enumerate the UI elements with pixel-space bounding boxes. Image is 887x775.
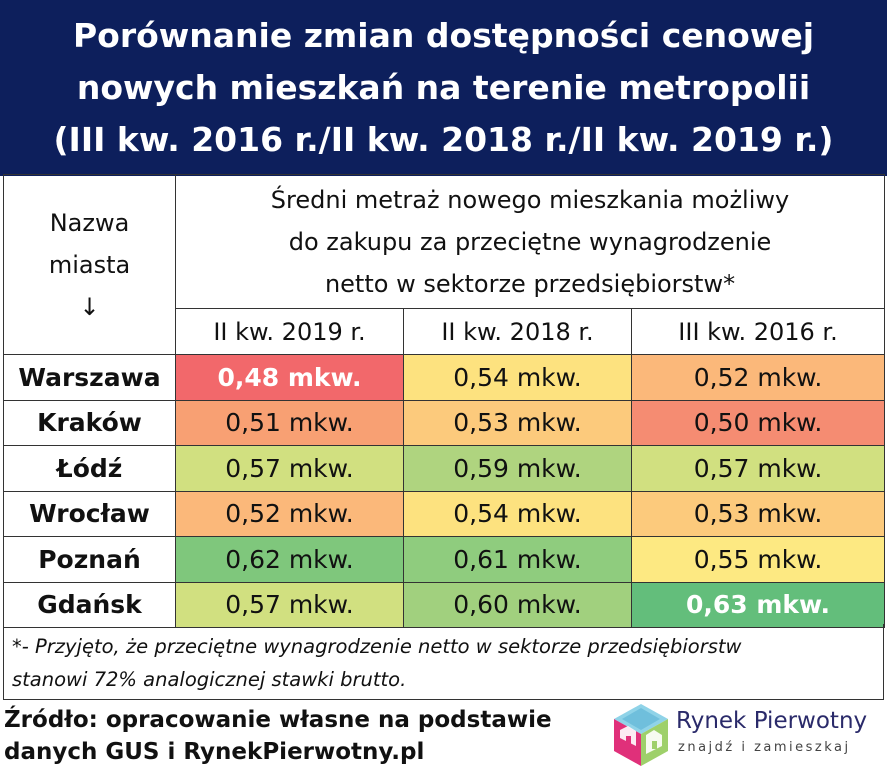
metric-header-line-3: netto w sektorze przedsiębiorstw* xyxy=(324,269,736,298)
metric-header-line-2: do zakupu za przeciętne wynagrodzenie xyxy=(288,227,772,256)
value-cell: 0,52 mkw. xyxy=(630,354,886,401)
value-cell: 0,48 mkw. xyxy=(175,354,404,401)
title-line-3: (III kw. 2016 r./II kw. 2018 r./II kw. 2… xyxy=(53,120,834,159)
value-cell: 0,61 mkw. xyxy=(403,536,632,583)
footnote: *- Przyjęto, że przeciętne wynagrodzenie… xyxy=(3,624,884,700)
title-line-2: nowych mieszkań na terenie metropolii xyxy=(76,68,811,107)
table-row: Kraków 0,51 mkw. 0,53 mkw. 0,50 mkw. xyxy=(3,399,886,446)
value-cell: 0,54 mkw. xyxy=(403,354,632,401)
value-cell: 0,50 mkw. xyxy=(630,399,886,446)
table-row: Gdańsk 0,57 mkw. 0,60 mkw. 0,63 mkw. xyxy=(3,581,886,628)
value-cell: 0,53 mkw. xyxy=(630,490,886,537)
column-header-q2-2019: II kw. 2019 r. xyxy=(175,308,404,355)
city-name: Poznań xyxy=(3,536,176,583)
value-cell: 0,59 mkw. xyxy=(403,445,632,492)
footnote-line-2: stanowi 72% analogicznej stawki brutto. xyxy=(12,668,407,691)
source-line-2: danych GUS i RynekPierwotny.pl xyxy=(4,739,425,765)
column-header-q3-2016: III kw. 2016 r. xyxy=(630,308,886,355)
value-cell: 0,54 mkw. xyxy=(403,490,632,537)
city-header-line-2: miasta xyxy=(48,250,131,279)
city-name: Kraków xyxy=(3,399,176,446)
down-arrow-icon: ↓ xyxy=(79,292,100,321)
table-row: Wrocław 0,52 mkw. 0,54 mkw. 0,53 mkw. xyxy=(3,490,886,537)
logo-tagline: znajdź i zamieszkaj xyxy=(678,740,851,755)
city-name: Łódź xyxy=(3,445,176,492)
value-cell: 0,63 mkw. xyxy=(630,581,886,628)
value-cell: 0,57 mkw. xyxy=(175,445,404,492)
value-cell: 0,53 mkw. xyxy=(403,399,632,446)
affordability-table: Nazwa miasta ↓ Średni metraż nowego mies… xyxy=(3,174,886,628)
footnote-line-1: *- Przyjęto, że przeciętne wynagrodzenie… xyxy=(12,635,742,658)
value-cell: 0,60 mkw. xyxy=(403,581,632,628)
city-header-line-1: Nazwa xyxy=(49,208,130,237)
value-cell: 0,51 mkw. xyxy=(175,399,404,446)
column-header-q2-2018: II kw. 2018 r. xyxy=(403,308,632,355)
value-cell: 0,55 mkw. xyxy=(630,536,886,583)
rynek-pierwotny-logo: Rynek Pierwotny znajdź i zamieszkaj xyxy=(612,700,882,772)
table-row: Warszawa 0,48 mkw. 0,54 mkw. 0,52 mkw. xyxy=(3,354,886,401)
title-line-1: Porównanie zmian dostępności cenowej xyxy=(72,16,815,55)
metric-header-line-1: Średni metraż nowego mieszkania możliwy xyxy=(270,185,790,214)
city-name: Gdańsk xyxy=(3,581,176,628)
value-cell: 0,57 mkw. xyxy=(630,445,886,492)
value-cell: 0,52 mkw. xyxy=(175,490,404,537)
title-banner: Porównanie zmian dostępności cenowej now… xyxy=(0,0,887,176)
metric-header: Średni metraż nowego mieszkania możliwy … xyxy=(174,174,886,309)
source-credit: Źródło: opracowanie własne na podstawie … xyxy=(4,704,604,768)
city-name: Wrocław xyxy=(3,490,176,537)
table-row: Poznań 0,62 mkw. 0,61 mkw. 0,55 mkw. xyxy=(3,536,886,583)
table-row: Łódź 0,57 mkw. 0,59 mkw. 0,57 mkw. xyxy=(3,445,886,492)
value-cell: 0,57 mkw. xyxy=(175,581,404,628)
logo-name: Rynek Pierwotny xyxy=(676,708,868,734)
city-name: Warszawa xyxy=(3,354,176,401)
value-cell: 0,62 mkw. xyxy=(175,536,404,583)
city-column-header: Nazwa miasta ↓ xyxy=(3,174,176,355)
source-line-1: Źródło: opracowanie własne na podstawie xyxy=(4,707,552,733)
house-cube-icon xyxy=(614,704,668,766)
